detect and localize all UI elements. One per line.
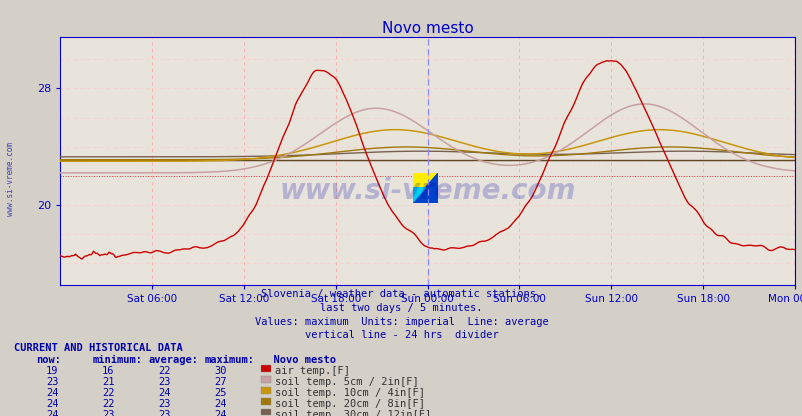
- Text: now:: now:: [36, 355, 61, 365]
- Text: www.si-vreme.com: www.si-vreme.com: [279, 177, 575, 205]
- Text: 24: 24: [46, 410, 59, 416]
- Text: last two days / 5 minutes.: last two days / 5 minutes.: [320, 303, 482, 313]
- Text: 27: 27: [214, 377, 227, 387]
- Text: 19: 19: [46, 366, 59, 376]
- Text: 30: 30: [214, 366, 227, 376]
- Text: 23: 23: [158, 377, 171, 387]
- Text: 24: 24: [46, 388, 59, 398]
- Text: air temp.[F]: air temp.[F]: [275, 366, 350, 376]
- Text: 24: 24: [158, 388, 171, 398]
- Text: 24: 24: [214, 410, 227, 416]
- Text: 24: 24: [214, 399, 227, 409]
- Text: 16: 16: [102, 366, 115, 376]
- Text: Values: maximum  Units: imperial  Line: average: Values: maximum Units: imperial Line: av…: [254, 317, 548, 327]
- Text: 21: 21: [102, 377, 115, 387]
- Text: 22: 22: [158, 366, 171, 376]
- Text: 22: 22: [102, 388, 115, 398]
- Text: 25: 25: [214, 388, 227, 398]
- Text: 23: 23: [46, 377, 59, 387]
- Title: Novo mesto: Novo mesto: [381, 21, 473, 36]
- Text: CURRENT AND HISTORICAL DATA: CURRENT AND HISTORICAL DATA: [14, 343, 183, 353]
- Text: www.si-vreme.com: www.si-vreme.com: [6, 142, 15, 216]
- Text: 23: 23: [158, 399, 171, 409]
- Text: soil temp. 5cm / 2in[F]: soil temp. 5cm / 2in[F]: [275, 377, 419, 387]
- Text: soil temp. 20cm / 8in[F]: soil temp. 20cm / 8in[F]: [275, 399, 425, 409]
- Text: soil temp. 10cm / 4in[F]: soil temp. 10cm / 4in[F]: [275, 388, 425, 398]
- Text: 23: 23: [158, 410, 171, 416]
- Text: 24: 24: [46, 399, 59, 409]
- Text: soil temp. 30cm / 12in[F]: soil temp. 30cm / 12in[F]: [275, 410, 431, 416]
- Text: average:: average:: [148, 355, 198, 365]
- Text: minimum:: minimum:: [92, 355, 142, 365]
- Text: Novo mesto: Novo mesto: [261, 355, 335, 365]
- Text: Slovenia / weather data - automatic stations.: Slovenia / weather data - automatic stat…: [261, 289, 541, 299]
- Text: 22: 22: [102, 399, 115, 409]
- Text: 23: 23: [102, 410, 115, 416]
- Text: vertical line - 24 hrs  divider: vertical line - 24 hrs divider: [304, 330, 498, 340]
- Text: maximum:: maximum:: [205, 355, 254, 365]
